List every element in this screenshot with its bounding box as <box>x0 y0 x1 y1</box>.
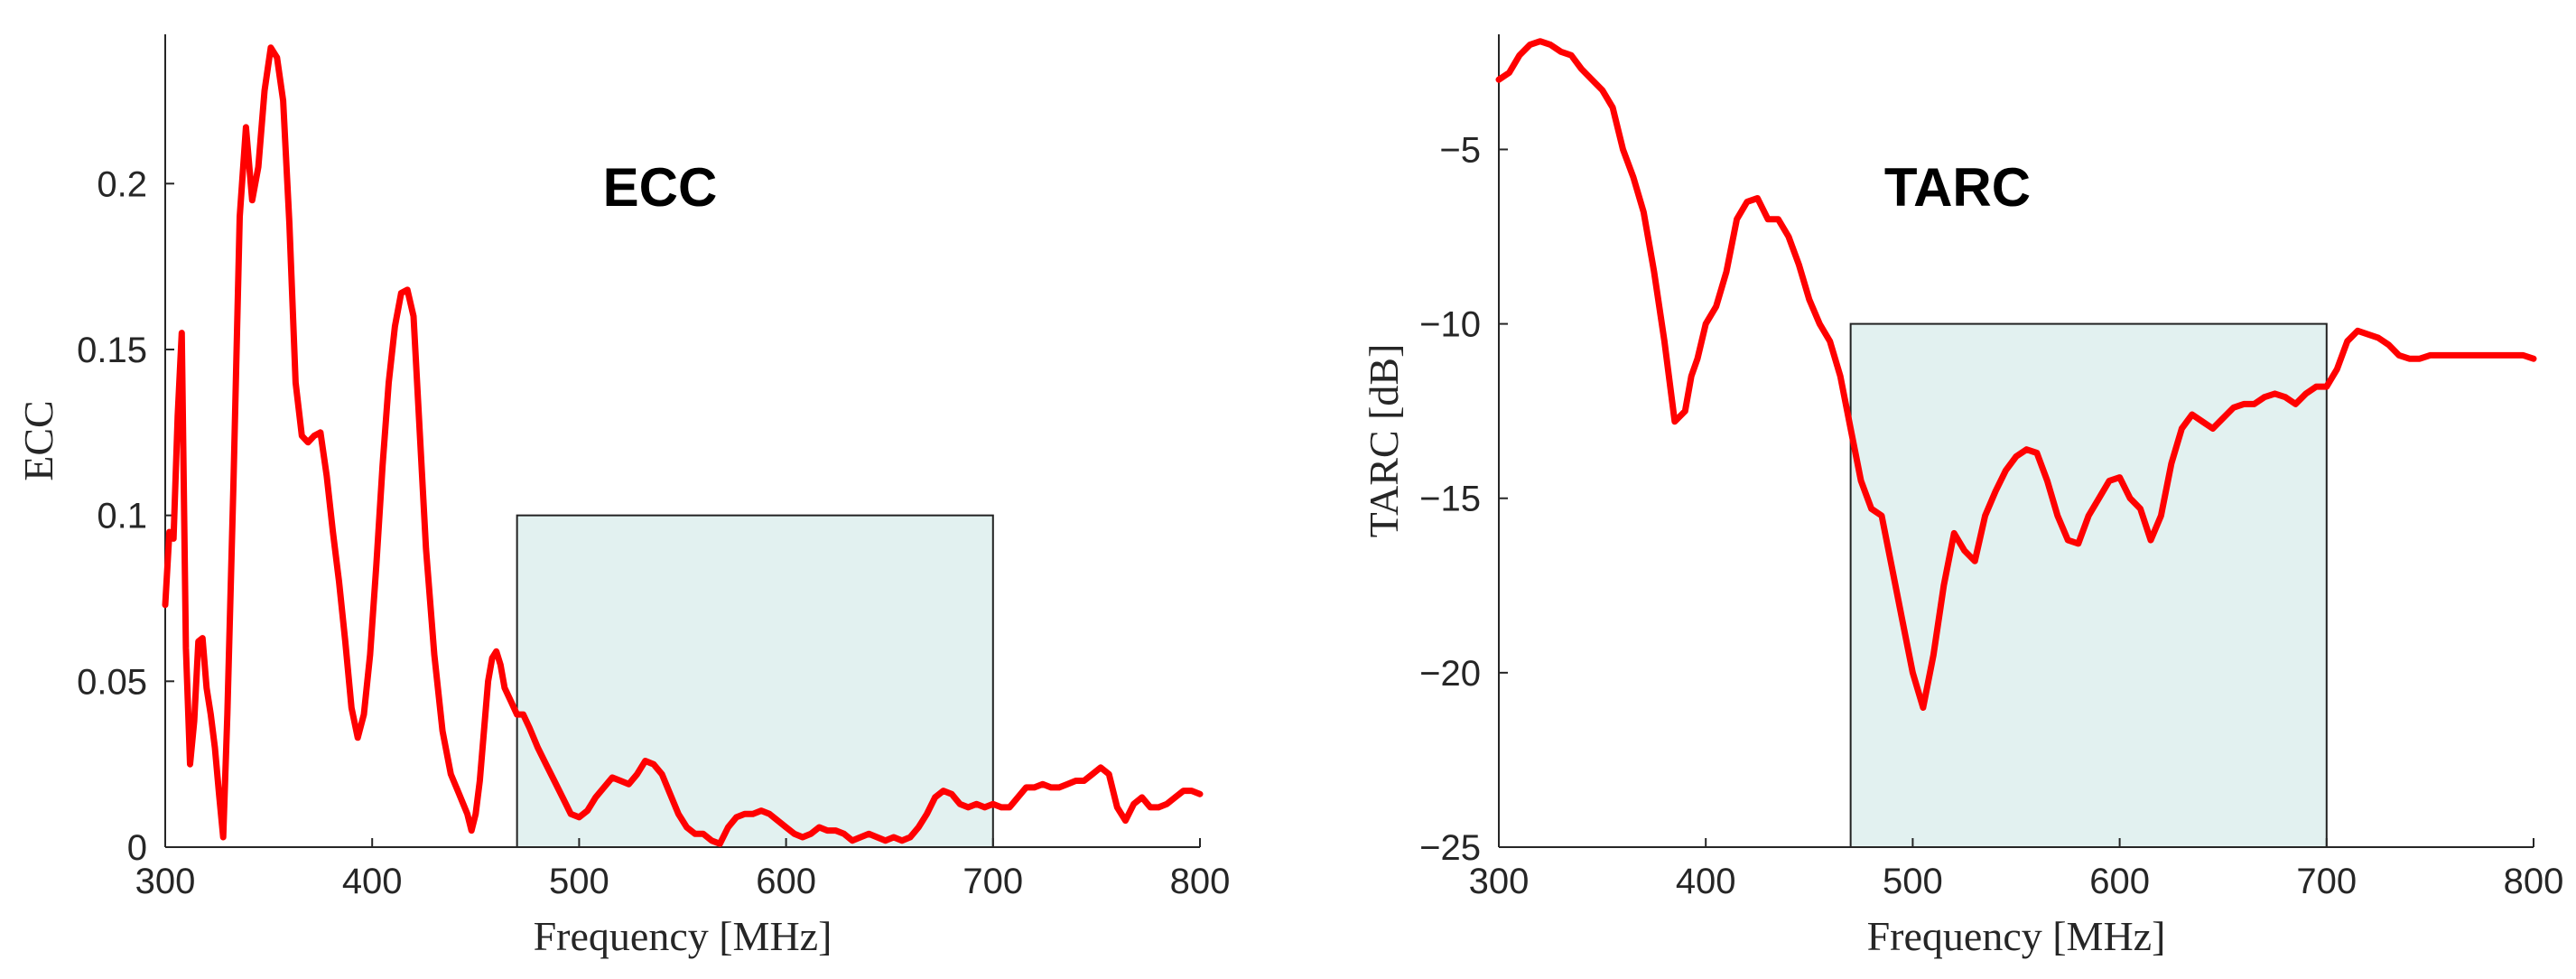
tarc-highlight-band <box>1849 322 2328 849</box>
tarc-series-line <box>1495 38 2537 711</box>
tarc-y-tick-label: −5 <box>1439 130 1481 170</box>
ecc-x-tick-label: 500 <box>549 862 609 901</box>
ecc-plot-title: ECC <box>603 157 718 218</box>
ecc-y-tick-label: 0.15 <box>77 331 147 370</box>
tarc-y-tick-label: −15 <box>1419 480 1481 519</box>
tarc-plot-title: TARC <box>1884 157 2031 218</box>
ecc-y-axis-label: ECC <box>15 400 61 480</box>
ecc-y-tick-label: 0.2 <box>97 164 147 204</box>
ecc-plot: 300 400 500 600 700 800 0 0.05 0.1 0.15 0.2 Frequen… <box>15 34 1230 959</box>
tarc-y-tick-label: −10 <box>1419 305 1481 345</box>
ecc-x-tick-label: 800 <box>1170 862 1231 901</box>
ecc-x-tick-label: 300 <box>135 862 196 901</box>
tarc-x-axis-label: Frequency [MHz] <box>1867 913 2166 959</box>
ecc-series-line <box>162 44 1204 847</box>
ecc-y-tick-label: 0.05 <box>77 662 147 702</box>
ecc-x-tick-label: 600 <box>756 862 816 901</box>
ecc-x-axis-label: Frequency [MHz] <box>534 913 832 959</box>
ecc-highlight-band <box>516 514 994 848</box>
tarc-y-axis-label: TARC [dB] <box>1361 344 1407 538</box>
tarc-x-tick-label: 700 <box>2296 862 2357 901</box>
ecc-y-tick-label: 0 <box>127 828 147 868</box>
ecc-y-tick-label: 0.1 <box>97 497 147 536</box>
tarc-plot: 300 400 500 600 700 800 −25 −20 −15 −10 −5 Frequenc… <box>1361 34 2563 959</box>
tarc-x-tick-label: 300 <box>1469 862 1530 901</box>
ecc-x-tick-label: 700 <box>963 862 1023 901</box>
tarc-y-tick-label: −20 <box>1419 654 1481 694</box>
ecc-x-tick-label: 400 <box>342 862 403 901</box>
tarc-x-tick-label: 400 <box>1676 862 1736 901</box>
tarc-x-tick-label: 500 <box>1883 862 1943 901</box>
tarc-x-tick-label: 800 <box>2504 862 2564 901</box>
tarc-y-tick-label: −25 <box>1419 828 1481 868</box>
tarc-x-tick-label: 600 <box>2089 862 2150 901</box>
